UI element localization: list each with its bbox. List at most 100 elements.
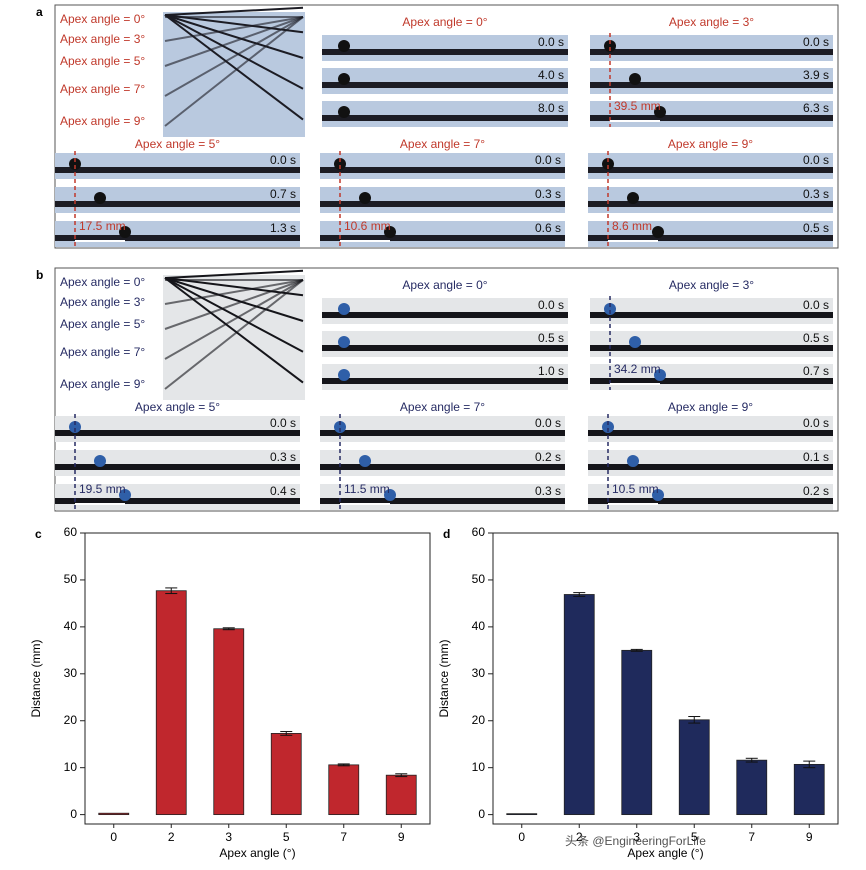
photo-strip xyxy=(590,364,833,390)
y-tick-label: 30 xyxy=(64,666,78,680)
droplet xyxy=(359,192,371,204)
y-tick-label: 10 xyxy=(64,760,78,774)
time-label: 0.3 s xyxy=(270,450,296,464)
error-bar xyxy=(280,731,293,736)
droplet xyxy=(69,421,81,433)
error-bar xyxy=(803,760,816,769)
time-label: 0.0 s xyxy=(538,35,564,49)
time-label: 0.7 s xyxy=(270,187,296,201)
x-tick-label: 5 xyxy=(691,830,698,844)
photo-strip xyxy=(590,331,833,357)
photo-strip xyxy=(55,416,300,442)
time-label: 0.0 s xyxy=(535,153,561,167)
overview-rod xyxy=(164,16,304,42)
plot-frame xyxy=(492,532,839,825)
droplet xyxy=(119,226,131,238)
error-bar xyxy=(688,716,701,724)
droplet xyxy=(94,455,106,467)
photo-strip xyxy=(320,484,565,510)
droplet xyxy=(338,369,350,381)
time-label: 0.6 s xyxy=(535,221,561,235)
x-tick-label: 9 xyxy=(398,830,405,844)
time-label: 0.4 s xyxy=(270,484,296,498)
overview-rod xyxy=(164,6,304,16)
droplet xyxy=(652,226,664,238)
x-tick-label: 2 xyxy=(576,830,583,844)
x-tick-label: 5 xyxy=(283,830,290,844)
overview-label: Apex angle = 0° xyxy=(60,12,145,26)
photo-strip xyxy=(588,221,833,247)
photo-strip xyxy=(588,153,833,179)
x-tick-label: 0 xyxy=(518,830,525,844)
overview-label: Apex angle = 7° xyxy=(60,82,145,96)
sequence-title: Apex angle = 7° xyxy=(400,400,485,414)
droplet xyxy=(629,336,641,348)
photo-strip xyxy=(320,416,565,442)
error-bar xyxy=(630,648,643,652)
bar xyxy=(793,763,825,816)
photo-strip xyxy=(588,187,833,213)
droplet xyxy=(359,455,371,467)
watermark: 头条 @EngineeringForLife xyxy=(565,834,706,848)
overview-rod xyxy=(164,16,304,97)
droplet xyxy=(627,192,639,204)
error-bar xyxy=(395,773,408,778)
y-tick-label: 20 xyxy=(472,713,486,727)
panel-label: b xyxy=(36,268,43,282)
time-label: 0.2 s xyxy=(803,484,829,498)
droplet xyxy=(338,40,350,52)
distance-label: 10.5 mm xyxy=(612,482,659,496)
photo-strip xyxy=(590,298,833,324)
droplet xyxy=(627,455,639,467)
droplet xyxy=(604,303,616,315)
photo-strip xyxy=(320,450,565,476)
droplet xyxy=(602,421,614,433)
bar xyxy=(563,594,595,816)
sequence-title: Apex angle = 5° xyxy=(135,400,220,414)
overview-rod xyxy=(164,279,304,360)
time-label: 0.0 s xyxy=(270,416,296,430)
sequence-title: Apex angle = 7° xyxy=(400,137,485,151)
photo-strip xyxy=(322,331,568,357)
droplet xyxy=(338,106,350,118)
sequence-title: Apex angle = 3° xyxy=(669,278,754,292)
droplet xyxy=(602,158,614,170)
droplet xyxy=(338,336,350,348)
droplet xyxy=(654,369,666,381)
y-tick-label: 0 xyxy=(478,807,485,821)
droplet xyxy=(384,489,396,501)
overview-rod xyxy=(164,14,304,90)
error-bar xyxy=(222,627,235,631)
panel-label: c xyxy=(35,527,42,541)
y-tick-label: 40 xyxy=(64,619,78,633)
droplet xyxy=(338,303,350,315)
distance-label: 39.5 mm xyxy=(614,99,661,113)
droplet xyxy=(629,73,641,85)
photo-strip xyxy=(322,298,568,324)
overview-rod xyxy=(164,14,304,59)
time-label: 0.3 s xyxy=(535,187,561,201)
photo-strip xyxy=(55,484,300,510)
photo-strip xyxy=(55,450,300,476)
overview-label: Apex angle = 5° xyxy=(60,317,145,331)
photo-strip xyxy=(588,484,833,510)
overview-rod xyxy=(164,269,304,279)
bar xyxy=(270,733,302,816)
droplet xyxy=(384,226,396,238)
photo-strip xyxy=(320,221,565,247)
photo-strip xyxy=(55,153,300,179)
bar xyxy=(736,759,768,816)
x-tick-label: 0 xyxy=(110,830,117,844)
time-label: 0.3 s xyxy=(803,187,829,201)
time-label: 0.0 s xyxy=(538,298,564,312)
panel-label: a xyxy=(36,5,43,19)
y-tick-label: 0 xyxy=(70,807,77,821)
distance-label: 19.5 mm xyxy=(79,482,126,496)
time-label: 0.1 s xyxy=(803,450,829,464)
error-bar xyxy=(337,763,350,767)
droplet xyxy=(338,73,350,85)
photo-strip xyxy=(590,101,833,127)
bar xyxy=(98,812,130,816)
overview-rod xyxy=(164,16,304,67)
